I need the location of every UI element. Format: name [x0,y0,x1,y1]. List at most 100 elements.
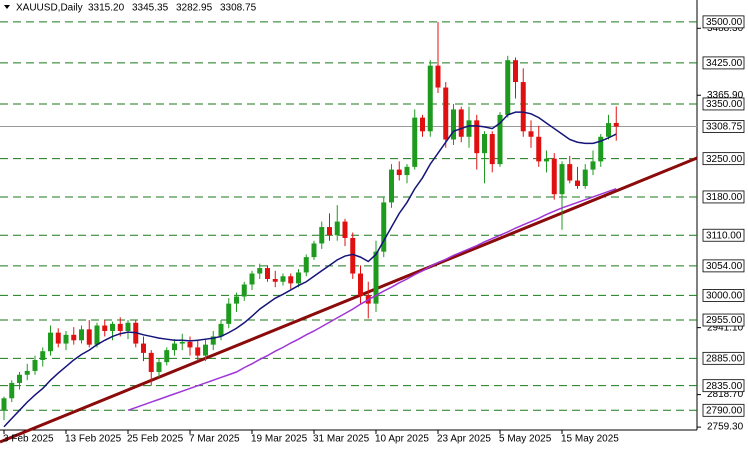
x-tick-label: 19 Mar 2025 [251,434,308,445]
candle-body [520,82,526,132]
candle-body [598,136,604,162]
candle-body [9,382,15,399]
candle-body [559,164,565,195]
y-tick-label: 2941.10 [707,322,744,333]
level-label: 2885.00 [706,353,743,364]
candle-body [24,370,30,375]
candle-body [466,120,472,137]
candle-body [544,158,549,162]
x-tick-label: 3 Feb 2025 [3,434,54,445]
level-label: 3000.00 [706,291,743,302]
candle-body [327,227,332,236]
level-label-box [702,289,745,302]
x-tick-label: 7 Mar 2025 [189,434,240,445]
candle-body [358,273,363,296]
moving-average [3,111,617,428]
last-price-label: 3308.75 [706,122,743,133]
candle-body [257,268,263,274]
level-label-box [702,403,745,417]
candle-body [179,341,185,344]
candle-body [265,268,270,280]
candle-body [187,341,193,348]
candle-body [71,334,77,341]
y-tick-label: 2759.30 [707,422,744,433]
candle-body [94,325,100,345]
candle-body [443,87,449,140]
level-label: 2955.00 [706,315,743,326]
level-label: 2835.00 [706,381,743,392]
candle-body [505,60,511,115]
candle-body [226,303,232,324]
candle-body [48,332,53,352]
candle-body [482,134,487,154]
level-label-box [702,97,745,111]
candle-body [350,237,356,274]
candle-body [334,221,340,236]
candle-body [412,117,418,167]
level-label: 3054.00 [706,261,743,272]
level-label-box [702,313,745,327]
candle-body [203,344,208,356]
candle-body [1,398,7,411]
candle-body [606,123,611,137]
candle-body [389,169,394,203]
level-label-box [702,56,745,70]
candle-body [567,164,573,181]
candle-body [497,114,503,165]
candle-body [86,329,92,345]
candle-body [303,257,309,273]
x-tick-label: 31 Mar 2025 [313,434,370,445]
level-label: 3180.00 [706,192,743,203]
candle-body [141,343,146,353]
indicator-icon [4,5,10,9]
candle-body [420,117,425,132]
y-tick-label: 3488.30 [707,23,744,34]
level-label: 3425.00 [706,58,743,69]
candle-body [110,323,115,331]
candle-body [342,221,348,238]
level-label-box [702,351,745,365]
candle-body [210,336,216,345]
candle-body [427,65,433,132]
candle-body [288,276,294,284]
level-label-box [702,190,745,204]
candle-body [249,273,255,285]
candle-body [373,251,379,304]
x-tick-label: 13 Feb 2025 [65,434,122,445]
candle-body [241,284,247,297]
x-tick-label: 5 May 2025 [499,434,552,445]
chart-title: XAUUSD,Daily [16,3,83,14]
candle-body [404,166,410,176]
level-label: 2790.00 [706,405,743,416]
candle-body [296,272,301,284]
candle-body [319,227,325,244]
candle-body [528,131,534,137]
last-price-box [702,120,745,133]
trendline [0,156,698,444]
candle-body [458,109,464,137]
level-label: 3250.00 [706,154,743,165]
x-tick-label: 10 Apr 2025 [375,434,429,445]
candle-body [396,169,402,176]
header-value: 3282.95 [176,3,213,14]
candle-body [117,323,123,331]
candle-body [582,169,588,187]
level-label: 3350.00 [706,99,743,110]
candle-body [551,158,557,195]
candle-body [218,323,224,337]
candle-body [172,343,177,351]
header-value: 3308.75 [220,3,257,14]
candle-body [280,276,286,282]
header-value: 3315.20 [88,3,125,14]
candle-body [32,359,38,371]
candle-body [125,322,131,331]
candle-body [195,347,201,356]
candle-body [272,279,278,282]
candle-body [451,109,456,140]
x-tick-label: 23 Apr 2025 [437,434,491,445]
candle-body [381,202,387,252]
level-label-box [702,379,745,393]
x-tick-label: 25 Feb 2025 [127,434,184,445]
